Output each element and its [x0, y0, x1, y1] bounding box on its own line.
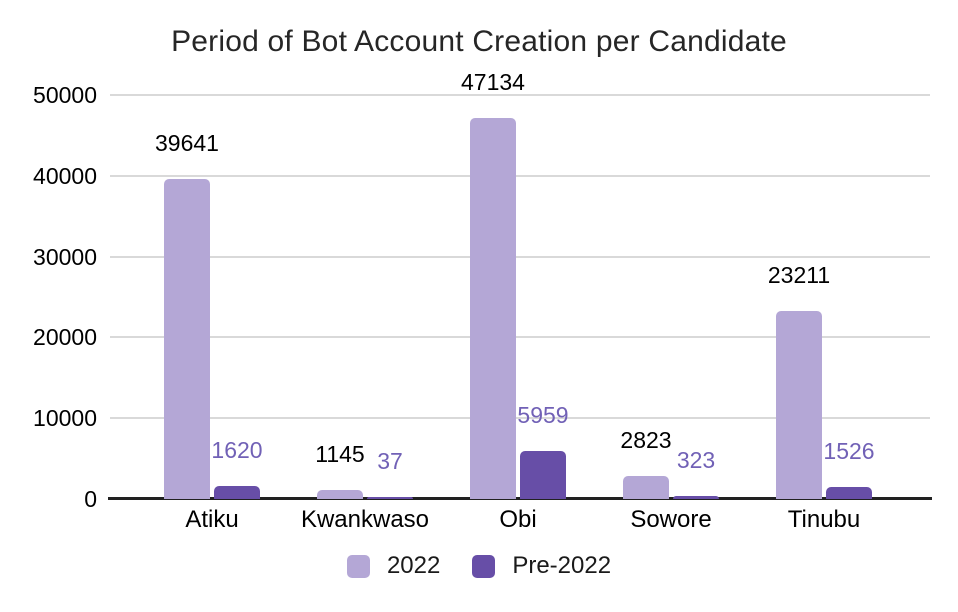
x-axis-label-atiku: Atiku	[185, 506, 239, 533]
bar-value-label-2022-obi: 47134	[461, 69, 525, 95]
legend-label: 2022	[386, 552, 441, 579]
bar-value-label-pre-2022-atiku: 1620	[211, 437, 263, 463]
bar-2022-obi[interactable]	[470, 118, 516, 499]
bar-value-label-2022-atiku: 39641	[155, 130, 219, 156]
x-axis-label-tinubu: Tinubu	[787, 506, 861, 533]
bar-2022-tinubu[interactable]	[776, 311, 822, 499]
legend-item-pre-2022[interactable]: Pre-2022	[472, 552, 611, 580]
legend-item-2022[interactable]: 2022	[346, 552, 441, 580]
bar-2022-atiku[interactable]	[164, 179, 210, 499]
y-tick-label: 0	[84, 486, 97, 512]
bar-2022-sowore[interactable]	[623, 476, 669, 499]
x-axis-label-kwankwaso: Kwankwaso	[300, 506, 430, 533]
y-tick-label: 30000	[33, 243, 97, 270]
bar-value-label-pre-2022-sowore: 323	[676, 447, 716, 473]
bar-value-label-pre-2022-obi: 5959	[517, 402, 569, 428]
x-axis-label-obi: Obi	[499, 506, 537, 533]
bar-2022-kwankwaso[interactable]	[317, 490, 363, 499]
gridline	[110, 94, 930, 96]
y-tick-label: 20000	[33, 324, 97, 351]
legend-swatch-2022	[346, 554, 370, 578]
x-axis-label-sowore: Sowore	[630, 506, 712, 533]
legend-label: Pre-2022	[512, 552, 612, 579]
legend: 2022 Pre-2022	[0, 552, 958, 580]
gridline	[110, 255, 930, 258]
bar-value-label-2022-sowore: 2823	[620, 427, 672, 453]
bar-pre-2022-tinubu[interactable]	[826, 487, 872, 499]
bar-pre-2022-obi[interactable]	[520, 451, 566, 499]
bar-value-label-2022-kwankwaso: 1145	[315, 441, 365, 467]
gridline	[110, 174, 930, 177]
y-tick-label: 10000	[33, 405, 97, 432]
legend-swatch-pre-2022	[472, 554, 496, 578]
bar-pre-2022-sowore[interactable]	[673, 496, 719, 499]
bar-value-label-pre-2022-tinubu: 1526	[823, 438, 875, 464]
gridline	[110, 417, 930, 420]
bar-value-label-pre-2022-kwankwaso: 37	[377, 448, 403, 474]
chart-title: Period of Bot Account Creation per Candi…	[171, 25, 787, 58]
bar-pre-2022-kwankwaso[interactable]	[367, 497, 413, 499]
y-tick-label: 40000	[33, 162, 97, 189]
bar-pre-2022-atiku[interactable]	[214, 486, 260, 499]
gridline	[110, 336, 930, 339]
y-tick-label: 50000	[33, 82, 97, 108]
bar-value-label-2022-tinubu: 23211	[767, 262, 831, 288]
